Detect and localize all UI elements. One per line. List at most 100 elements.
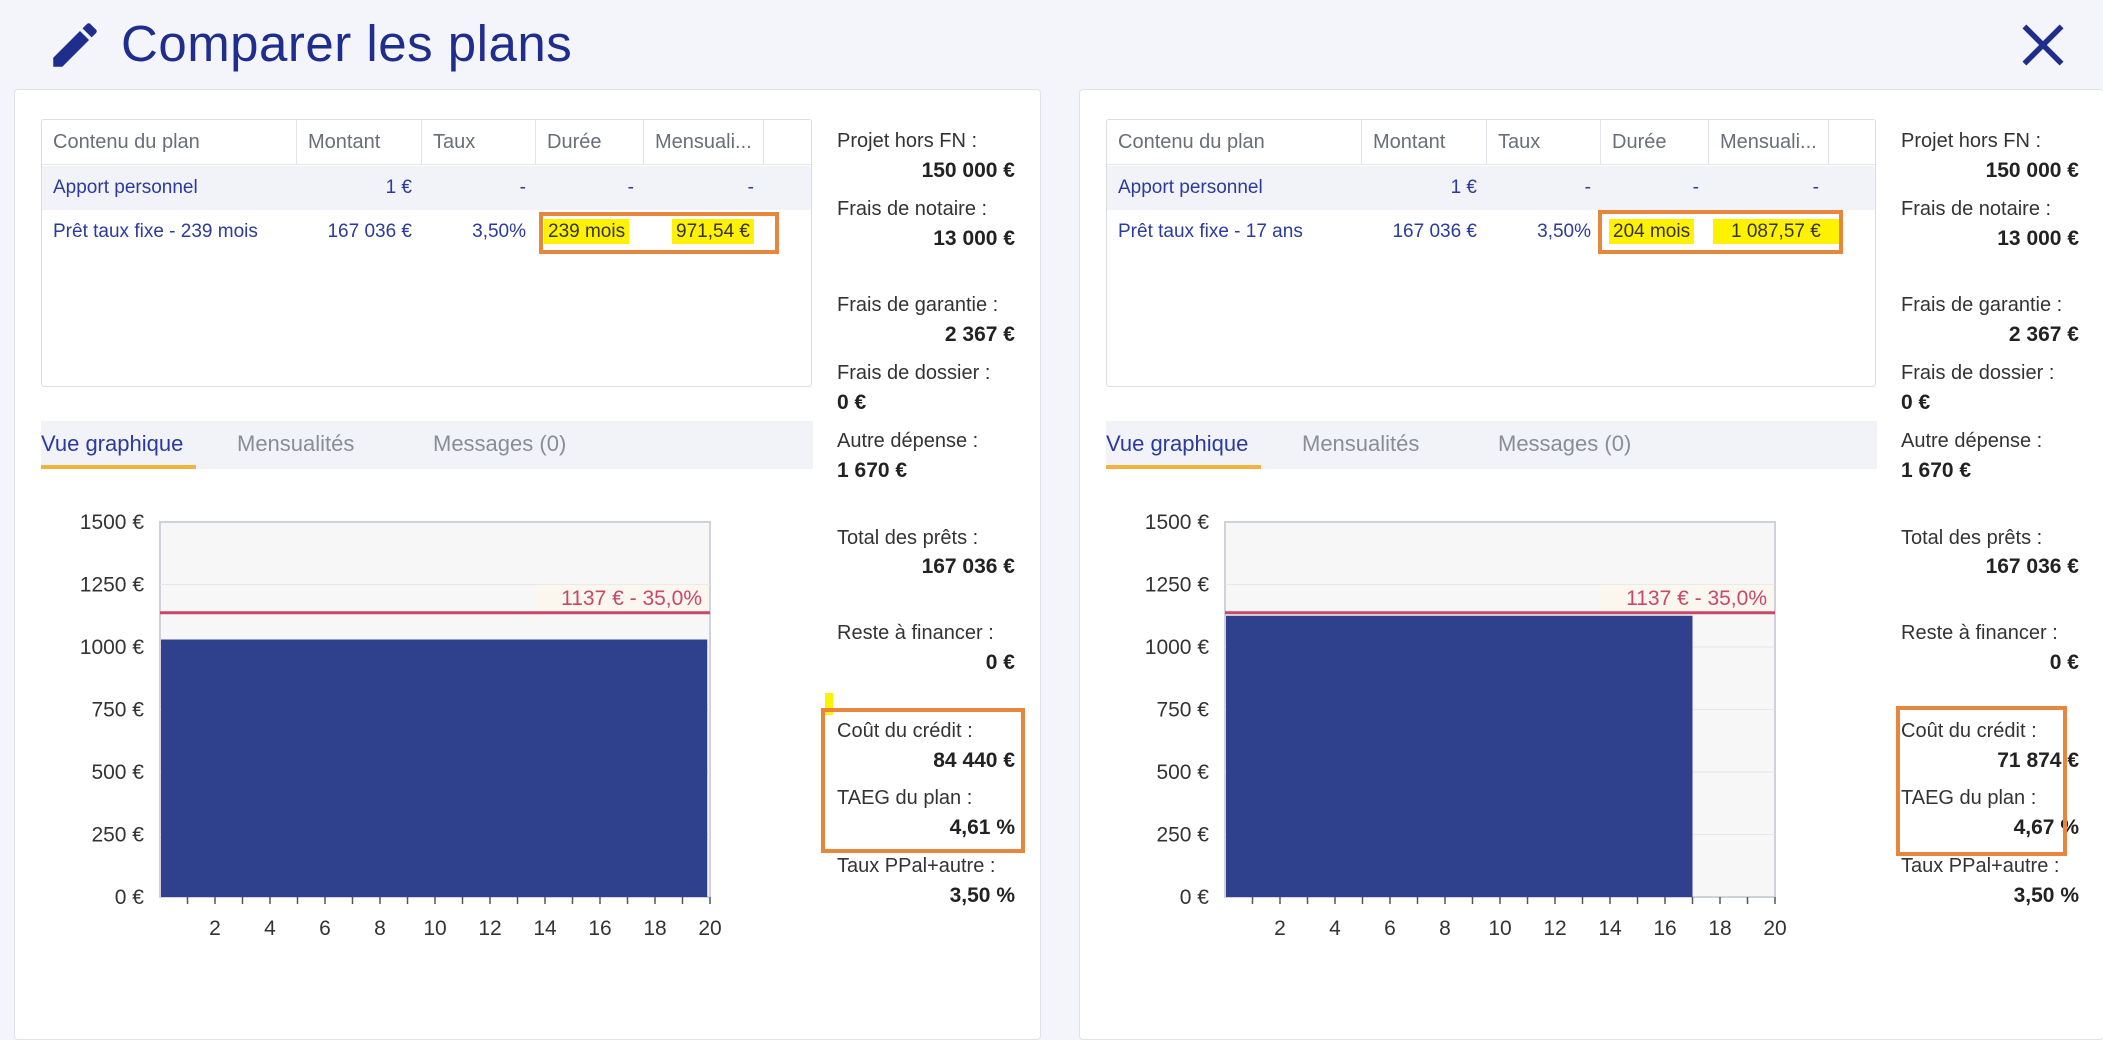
x-tick-label: 4 [1329,917,1341,940]
column-header[interactable]: Taux [422,120,536,165]
table-cell: 971,54 € [644,210,764,254]
table-cell: - [747,177,754,198]
x-tick-label: 8 [1439,917,1451,940]
y-tick-label: 1250 € [1145,574,1210,597]
y-tick-label: 1500 € [1145,511,1210,534]
column-header[interactable]: Mensuali... [1709,120,1829,165]
x-tick-label: 16 [588,917,611,940]
y-tick-label: 750 € [1156,699,1209,722]
summary-label: Frais de dossier : [1901,362,2055,384]
tab-vue-graphique[interactable]: Vue graphique [41,421,196,469]
y-tick-label: 0 € [115,886,145,909]
threshold-label: 1137 € - 35,0% [561,587,702,610]
y-tick-label: 500 € [1156,761,1209,784]
table-cell: 239 mois [536,210,644,254]
summary-value: 3,50 % [949,884,1015,907]
pencil-icon[interactable] [46,16,104,74]
table-cell: 3,50% [1537,221,1591,242]
tab-mensualites[interactable]: Mensualités [1302,431,1420,456]
summary-label: Reste à financer : [1901,622,2058,644]
summary-label: Projet hors FN : [1901,130,2042,152]
summary-value: 0 € [837,391,867,414]
x-tick-label: 20 [698,917,721,940]
column-header[interactable]: Contenu du plan [1107,120,1362,165]
summary-label: Total des prêts : [1901,527,2043,549]
threshold-label: 1137 € - 35,0% [1626,587,1767,610]
table-header: Contenu du plan Montant Taux Durée Mensu… [1107,120,1875,165]
summary-value: 4,61 % [949,816,1015,839]
table-cell: 167 036 € [1392,221,1477,242]
summary-label: Autre dépense : [837,430,979,452]
x-tick-label: 10 [423,917,446,940]
table-row[interactable]: Prêt taux fixe - 239 mois 167 036 € 3,50… [42,210,811,254]
summary-value: 13 000 € [933,227,1015,250]
x-tick-label: 20 [1763,917,1786,940]
x-tick-label: 4 [264,917,276,940]
payment-bar [161,639,708,897]
column-header[interactable]: Durée [536,120,644,165]
table-cell: 3,50% [472,221,526,242]
tab-vue-graphique[interactable]: Vue graphique [1106,421,1261,469]
table-cell: 1 087,57 € [1709,210,1839,254]
summary-label: Reste à financer : [837,622,994,644]
monthly-highlight: 971,54 € [672,219,754,244]
header: Comparer les plans [0,0,2103,86]
x-tick-label: 18 [643,917,666,940]
plan-panel-1: Contenu du plan Montant Taux Durée Mensu… [14,89,1041,1040]
column-header[interactable]: Montant [297,120,422,165]
tab-messages[interactable]: Messages (0) [433,431,567,456]
view-tabs: Vue graphique Mensualités Messages (0) [1106,421,1877,469]
y-tick-label: 0 € [1180,886,1210,909]
column-header[interactable]: Durée [1601,120,1709,165]
x-tick-label: 2 [1274,917,1286,940]
close-icon[interactable] [2018,20,2068,70]
table-cell: Prêt taux fixe - 17 ans [1118,221,1303,242]
table-row[interactable]: Apport personnel 1 € - - - [1107,166,1875,210]
summary-value: 3,50 % [2013,884,2079,907]
column-header[interactable]: Montant [1362,120,1487,165]
x-tick-label: 14 [533,917,557,940]
threshold-label-bg [1600,584,1773,611]
summary-label: Total des prêts : [837,527,979,549]
table-cell: Apport personnel [53,177,198,198]
table-cell: 167 036 € [327,221,412,242]
y-tick-label: 1500 € [80,511,145,534]
table-header: Contenu du plan Montant Taux Durée Mensu… [42,120,811,165]
summary-value: 167 036 € [1985,555,2079,578]
table-cell: 1 € [385,177,412,198]
threshold-label-bg [535,584,708,611]
summary-value: 150 000 € [921,159,1015,182]
column-header[interactable]: Taux [1487,120,1601,165]
monthly-payment-chart: 1500 € 1250 € 1000 € 750 € 500 € 250 € 0 € 1137… [1145,511,1787,940]
summary-value: 2 367 € [944,323,1015,346]
summary-label: Taux PPal+autre : [837,855,996,877]
x-tick-label: 10 [1488,917,1511,940]
x-tick-label: 2 [209,917,221,940]
y-tick-label: 250 € [1156,824,1209,847]
table-row[interactable]: Prêt taux fixe - 17 ans 167 036 € 3,50% … [1107,210,1875,254]
column-header[interactable]: Mensuali... [644,120,764,165]
x-tick-label: 16 [1653,917,1676,940]
summary-value: 13 000 € [1997,227,2079,250]
summary-label: TAEG du plan : [1901,787,2037,809]
x-tick-label: 8 [374,917,386,940]
summary-value: 150 000 € [1985,159,2079,182]
table-row[interactable]: Apport personnel 1 € - - - [42,166,811,210]
table-cell: 1 € [1450,177,1477,198]
duration-highlight: 204 mois [1609,219,1695,244]
x-tick-label: 12 [1543,917,1566,940]
tab-messages[interactable]: Messages (0) [1498,431,1632,456]
column-header[interactable]: Contenu du plan [42,120,297,165]
table-cell: - [1812,177,1819,198]
summary-label: Frais de dossier : [837,362,991,384]
y-tick-label: 750 € [91,699,144,722]
x-tick-label: 6 [319,917,331,940]
y-tick-label: 250 € [91,824,144,847]
view-tabs: Vue graphique Mensualités Messages (0) [41,421,813,469]
monthly-highlight: 1 087,57 € [1713,219,1839,244]
summary-label: Projet hors FN : [837,130,978,152]
summary-label: Taux PPal+autre : [1901,855,2060,877]
plan-panel-2: Contenu du plan Montant Taux Durée Mensu… [1079,89,2103,1040]
tab-mensualites[interactable]: Mensualités [237,431,355,456]
plan-content-table: Contenu du plan Montant Taux Durée Mensu… [1106,119,1876,387]
